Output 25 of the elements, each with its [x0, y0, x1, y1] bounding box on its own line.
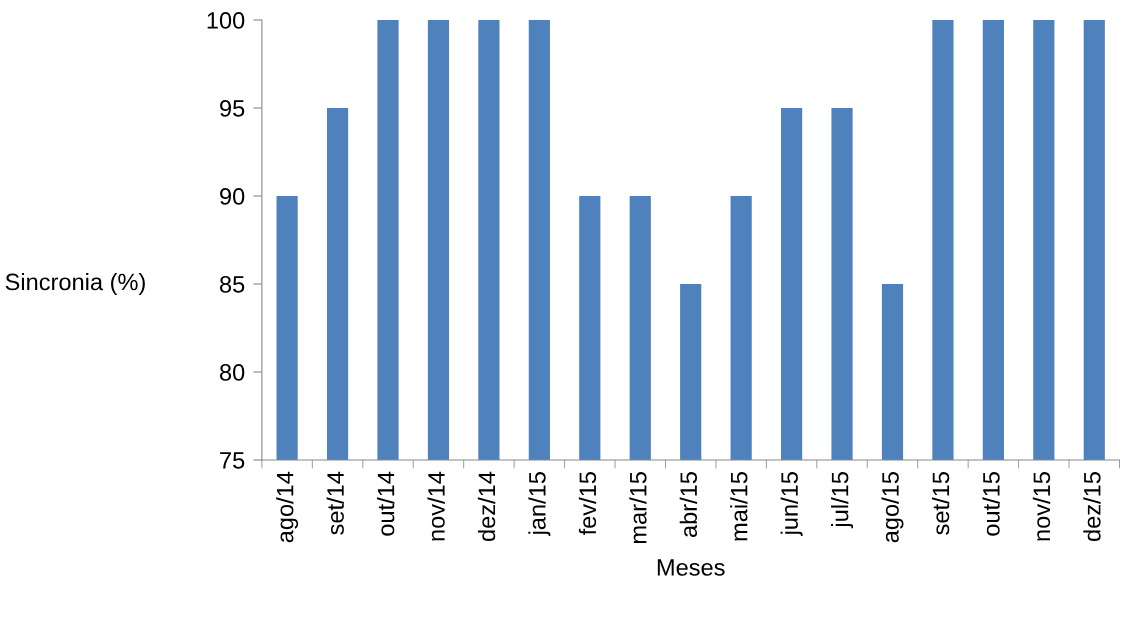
- x-tick-label: mar/15: [629, 472, 647, 544]
- x-tick-label: abr/15: [679, 472, 698, 538]
- y-tick-label: 90: [220, 188, 245, 205]
- x-tick-label: ago/15: [881, 472, 904, 543]
- x-tick-label: out/14: [377, 471, 395, 536]
- x-tick-label: fev/15: [578, 472, 597, 536]
- x-tick-label: jan/15: [528, 472, 551, 537]
- y-tick-label: 100: [207, 12, 245, 29]
- x-tick-label: out/15: [982, 472, 1000, 536]
- x-tick-label: nov/15: [1032, 472, 1051, 541]
- y-axis-title: Sincronia (%): [5, 273, 145, 295]
- x-tick-label: ago/14: [276, 471, 299, 543]
- x-tick-label: mai/15: [730, 472, 748, 541]
- x-tick-label: nov/14: [427, 471, 445, 541]
- x-tick-label: dez/14: [477, 471, 496, 541]
- y-tick-label: 85: [219, 276, 245, 293]
- x-tick-label: jun/15: [780, 472, 803, 537]
- x-tick-label: dez/15: [1083, 472, 1101, 541]
- x-tick-label: jul/15: [831, 472, 854, 529]
- x-axis-title: Meses: [657, 559, 725, 576]
- x-tick-label: set/15: [931, 472, 950, 535]
- y-tick-label: 75: [220, 452, 245, 469]
- y-tick-label: 95: [220, 100, 245, 117]
- y-tick-label: 80: [219, 364, 245, 381]
- x-tick-label: set/14: [326, 471, 344, 535]
